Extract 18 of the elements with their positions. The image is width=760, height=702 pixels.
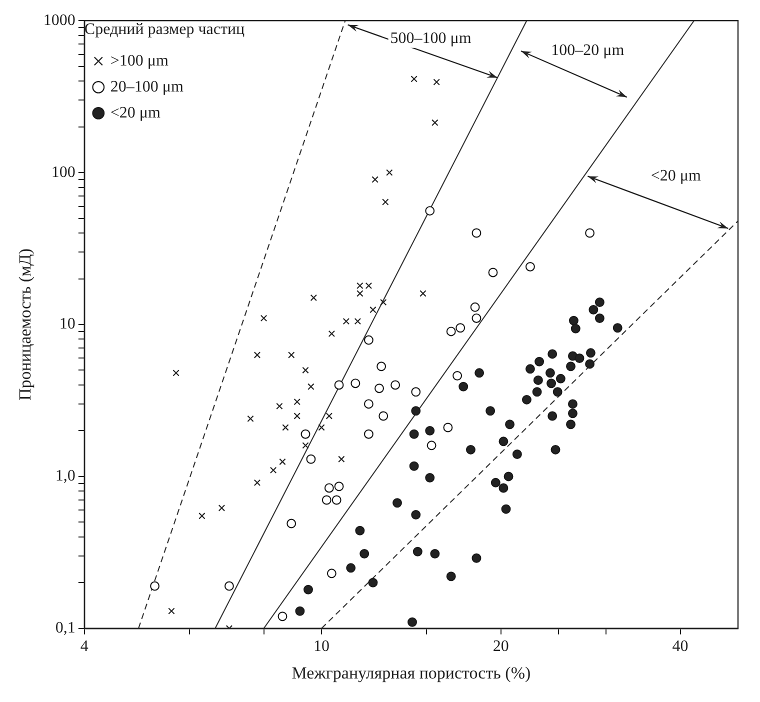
y-tick-label: 0,1: [55, 620, 76, 637]
legend-label: >100 μm: [110, 52, 169, 70]
x-tick-label: 4: [80, 638, 88, 656]
y-tick-label: 100: [51, 164, 76, 181]
legend-label: <20 μm: [110, 104, 161, 122]
annotation: 100–20 μm: [551, 42, 625, 60]
x-tick-label: 20: [492, 638, 509, 656]
legend-title: Средний размер частиц: [84, 21, 246, 38]
x-tick-label: 10: [314, 638, 330, 656]
annotation: 500–100 μm: [390, 30, 472, 48]
y-axis-title: Проницаемость (мД): [16, 248, 35, 400]
y-tick-label: 10: [59, 316, 76, 333]
y-tick-label: 1000: [43, 12, 76, 29]
y-tick-label: 1,0: [55, 468, 76, 485]
x-tick-label: 40: [672, 638, 688, 656]
annotation: <20 μm: [650, 167, 702, 184]
x-axis-title: Межгранулярная пористость (%): [292, 663, 531, 682]
legend-label: 20–100 μm: [110, 78, 184, 96]
